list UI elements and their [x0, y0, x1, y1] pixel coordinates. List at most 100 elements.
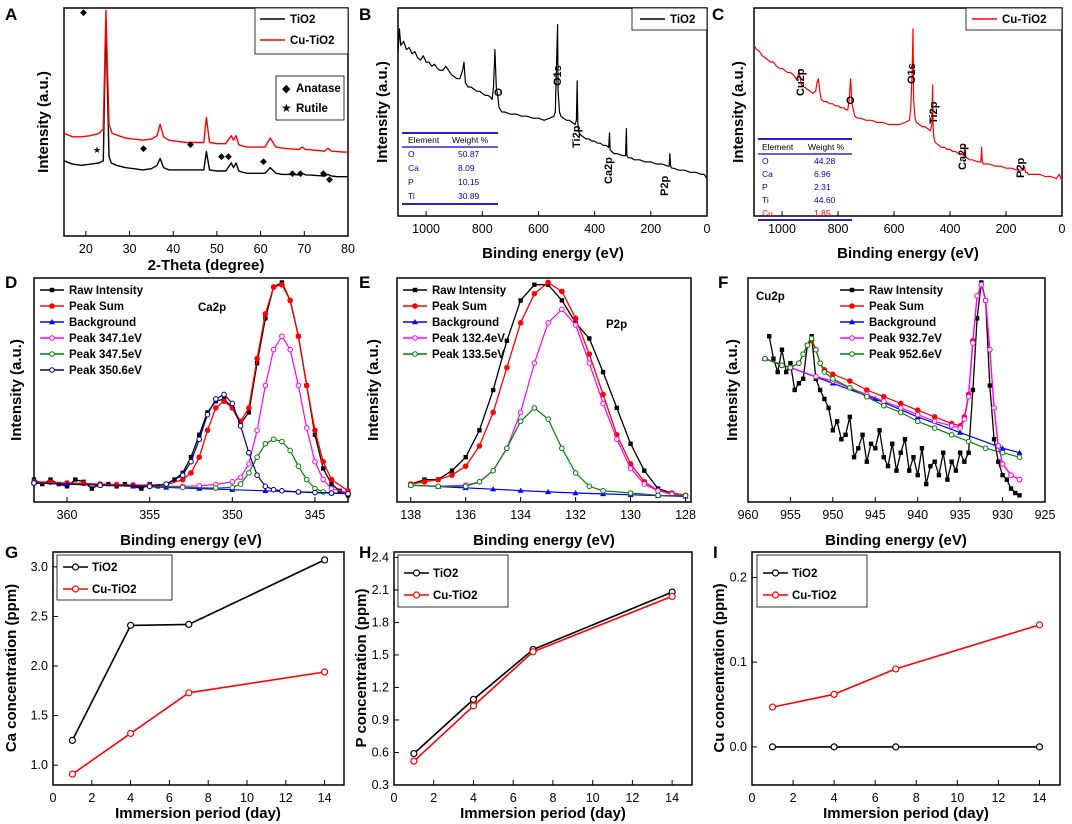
- legend-marker: [412, 319, 418, 325]
- x-tick-label: 8: [205, 791, 212, 805]
- x-tick-label: 30: [123, 242, 137, 256]
- y-tick-label: 0.1: [730, 655, 747, 669]
- data-point: [642, 468, 647, 473]
- series-tio2: [768, 743, 1044, 751]
- y-axis-ticks-h: 0.3 0.6 0.9 1.2 1.5 1.8 2.1 2.4: [372, 550, 399, 792]
- data-point: [321, 668, 329, 676]
- series-line: [63, 21, 348, 178]
- x-tick-label: 400: [584, 222, 605, 236]
- data-point: [892, 743, 900, 751]
- plot-frame-a: [63, 7, 349, 237]
- data-point: [1008, 486, 1014, 491]
- data-point: [320, 489, 327, 495]
- x-tick-label: 128: [675, 508, 696, 522]
- y-tick-label: 1.5: [31, 709, 48, 723]
- legend-d: Raw Intensity Peak Sum Background Peak 347.…: [40, 285, 144, 377]
- x-tick-label: 0: [749, 791, 756, 805]
- data-point: [987, 346, 993, 353]
- data-point: [303, 425, 310, 431]
- data-point: [822, 396, 827, 402]
- anatase-peak-marker-icon: ◆: [289, 168, 296, 178]
- anatase-peak-marker-icon: ◆: [187, 139, 194, 149]
- data-point: [212, 396, 219, 402]
- anatase-peak-marker-icon: ◆: [225, 151, 232, 161]
- data-point: [40, 481, 45, 487]
- y-tick-label: 3.0: [31, 560, 48, 574]
- x-tick-label: 138: [400, 508, 421, 522]
- legend-entry: Peak 347.1eV: [40, 333, 142, 345]
- x-axis-ticks-b: 1000 800 600 400 200 0: [412, 211, 711, 236]
- plot-frame-c: [753, 7, 1063, 217]
- series-line: [397, 24, 708, 179]
- data-point: [796, 381, 802, 386]
- data-point: [830, 428, 836, 433]
- data-point: [1013, 490, 1018, 496]
- x-tick-label: 20: [79, 242, 93, 256]
- x-tick-label: 600: [528, 222, 549, 236]
- data-point: [864, 393, 870, 400]
- data-point: [965, 393, 972, 400]
- data-point: [279, 438, 285, 445]
- legend-label: Peak 350.6eV: [69, 365, 142, 377]
- legend-entry: Peak Sum: [40, 301, 124, 313]
- legend-label-tio2: TiO2: [92, 562, 117, 574]
- data-point: [830, 690, 838, 698]
- legend-entry: Peak 932.7eV: [840, 333, 942, 345]
- legend-entry: Peak Sum: [403, 301, 487, 313]
- data-point: [303, 476, 310, 483]
- series-line: [753, 28, 1063, 181]
- data-point: [817, 387, 823, 393]
- series-cu-tio2: [753, 28, 1063, 181]
- table-cell: P: [762, 182, 768, 192]
- data-point: [847, 378, 853, 384]
- peak-labels-b: O O1s Ti2p Ca2p P2p: [494, 65, 671, 196]
- data-point: [880, 402, 887, 409]
- x-tick-label: 800: [828, 222, 849, 236]
- series-line: [764, 284, 1020, 481]
- data-point: [320, 476, 327, 483]
- x-axis-ticks-d: 360 355 350 345: [57, 497, 325, 522]
- data-point: [262, 382, 269, 389]
- legend-label: Peak 132.4eV: [432, 333, 505, 345]
- plot-frame-d: [33, 277, 349, 503]
- data-point: [587, 336, 592, 341]
- table-cell: 2.31: [814, 182, 831, 192]
- x-tick-label: 925: [1035, 508, 1056, 522]
- data-point: [517, 487, 524, 493]
- series-peak-350-6ev: [31, 391, 351, 497]
- table-cell: Ca: [762, 169, 773, 179]
- series-cu-tio2: [63, 9, 348, 153]
- data-point: [122, 481, 128, 487]
- table-cell: 1.85: [814, 208, 831, 218]
- legend-entry: Peak Sum: [840, 301, 924, 313]
- legend-marker: [49, 303, 55, 309]
- legend-entry: Peak 132.4eV: [403, 333, 505, 345]
- data-point: [545, 320, 551, 326]
- panel-letter-h: H: [359, 543, 371, 562]
- x-tick-label: 350: [222, 508, 243, 522]
- anatase-peak-marker-icon: ◆: [297, 168, 304, 178]
- data-point: [931, 425, 938, 431]
- y-tick-label: 0.6: [372, 745, 389, 759]
- data-point: [768, 743, 777, 751]
- series-peak-347-5ev: [31, 436, 351, 497]
- data-point: [586, 360, 593, 366]
- legend-marker: [412, 287, 418, 293]
- legend-entry: Raw Intensity: [40, 285, 144, 297]
- x-tick-label: 8: [913, 791, 920, 805]
- x-axis-title-e: Binding energy (eV): [473, 532, 615, 549]
- table-cell: 8.09: [458, 163, 475, 173]
- x-tick-label: 0: [50, 791, 57, 805]
- legend-label: Peak 347.5eV: [69, 349, 142, 361]
- table-cell: P: [408, 177, 414, 187]
- data-point: [254, 355, 260, 362]
- data-point: [463, 455, 468, 460]
- data-point: [163, 481, 170, 487]
- x-axis-ticks-g: 0 2 4 6 8 10 12 14: [50, 780, 332, 805]
- panel-a: A 20 30 40 50 60 70 80 2-Theta (degree) Intens…: [5, 5, 355, 274]
- data-point: [254, 472, 260, 478]
- series-cu-tio2: [68, 668, 329, 778]
- panel-c: C 1000 800 600 400 200 0 Binding energy (eV) …: [712, 5, 1066, 262]
- x-tick-label: 4: [470, 791, 477, 805]
- x-tick-label: 80: [341, 242, 355, 256]
